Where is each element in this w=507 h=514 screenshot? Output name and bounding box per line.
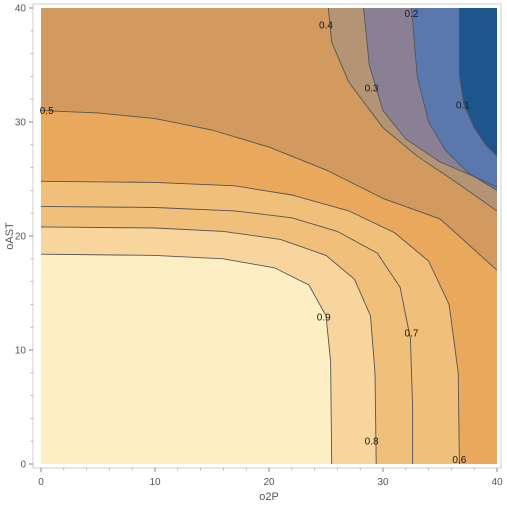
contour-line-0.1 <box>458 8 497 157</box>
x-axis-title: o2P <box>259 491 279 503</box>
y-tick-label: 40 <box>15 4 27 15</box>
contour-line-0.6 <box>41 180 460 464</box>
contour-label-0.3: 0.3 <box>365 83 379 94</box>
contour-label-0.8: 0.8 <box>365 437 379 448</box>
contour-label-0.9: 0.9 <box>317 312 331 323</box>
contour-label-0.6: 0.6 <box>452 455 466 466</box>
x-tick-label: 0 <box>38 477 44 488</box>
x-tick-label: 40 <box>491 477 503 488</box>
x-tick-label: 20 <box>263 477 275 488</box>
fill-region-above-0.9 <box>41 254 332 464</box>
contour-line-0.5 <box>41 110 497 271</box>
x-tick-label: 30 <box>377 477 389 488</box>
y-tick-label: 30 <box>15 118 27 129</box>
axis-ticks: 0 0 10 10 20 20 30 30 40 40 <box>15 4 503 489</box>
contour-line-0.9 <box>41 253 333 464</box>
y-tick-label: 0 <box>20 460 26 471</box>
contour-line-0.8 <box>41 226 377 464</box>
contour-lines <box>41 8 497 464</box>
contour-line-0.7 <box>41 205 414 464</box>
contour-label-0.7: 0.7 <box>405 328 419 339</box>
x-tick-label: 10 <box>149 477 161 488</box>
contour-label-0.5: 0.5 <box>40 106 54 117</box>
contour-fills <box>41 8 497 464</box>
y-tick-label: 10 <box>15 346 27 357</box>
contour-label-0.1: 0.1 <box>456 100 470 111</box>
contour-labels: 0.1 0.2 0.3 0.4 0.5 0.6 0.7 0.8 0.9 <box>40 9 470 466</box>
contour-label-0.4: 0.4 <box>319 21 333 32</box>
y-axis-title: oAST <box>4 222 16 250</box>
contour-line-0.4 <box>327 8 497 212</box>
contour-label-0.2: 0.2 <box>405 9 419 20</box>
contour-line-0.3 <box>363 8 497 188</box>
y-tick-label: 20 <box>15 232 27 243</box>
fill-region-below-0.1 <box>459 8 497 157</box>
